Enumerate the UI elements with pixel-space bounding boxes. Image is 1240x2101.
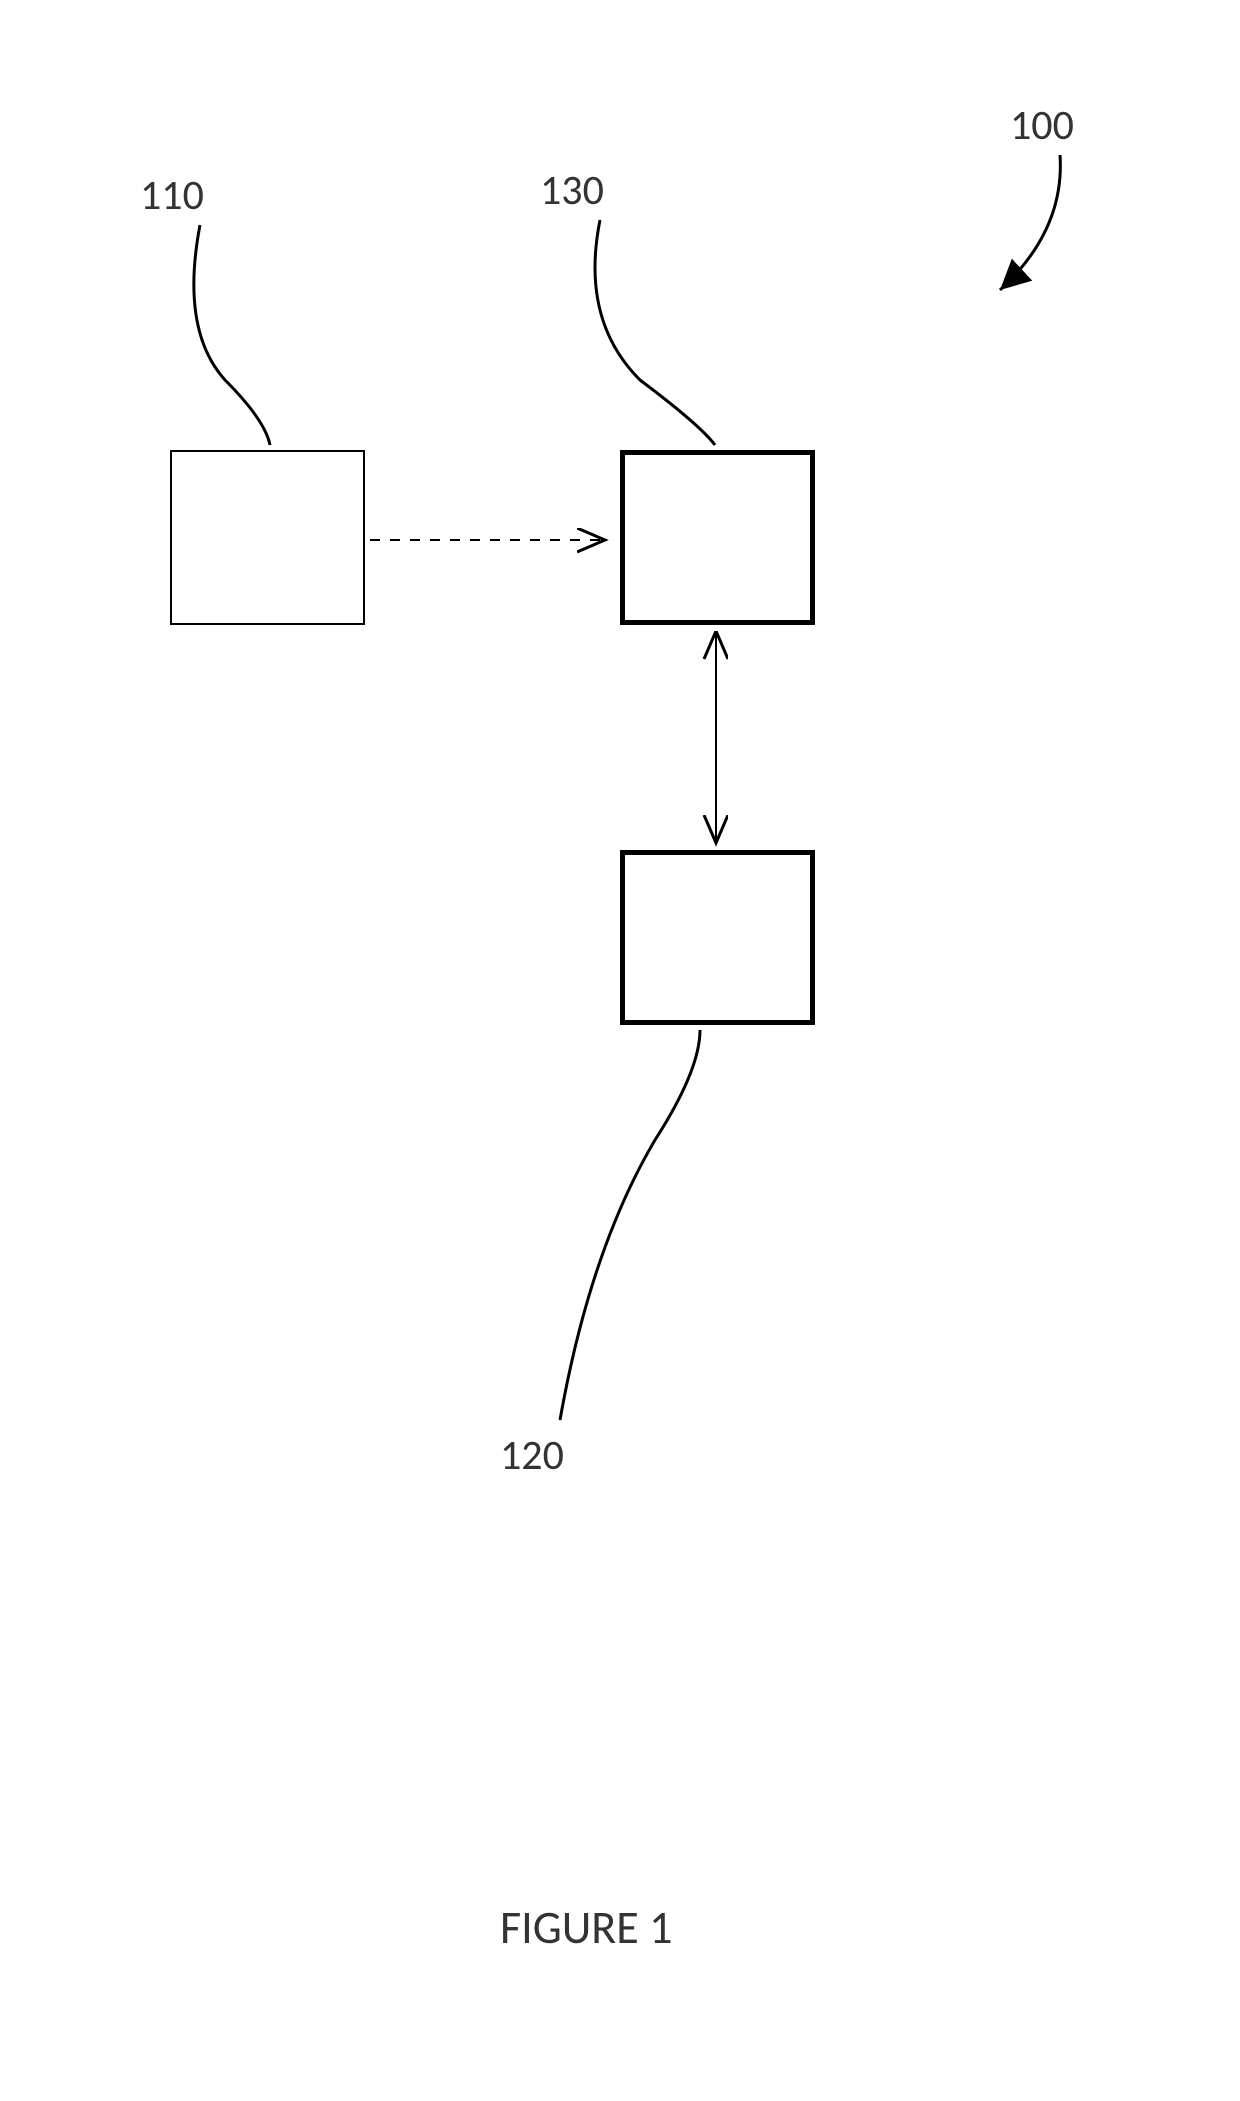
double-arrow-130-to-120: [0, 0, 1240, 2101]
diagram-container: 100 110 130 120: [0, 0, 1240, 2101]
figure-title: FIGURE 1: [500, 1900, 672, 1956]
